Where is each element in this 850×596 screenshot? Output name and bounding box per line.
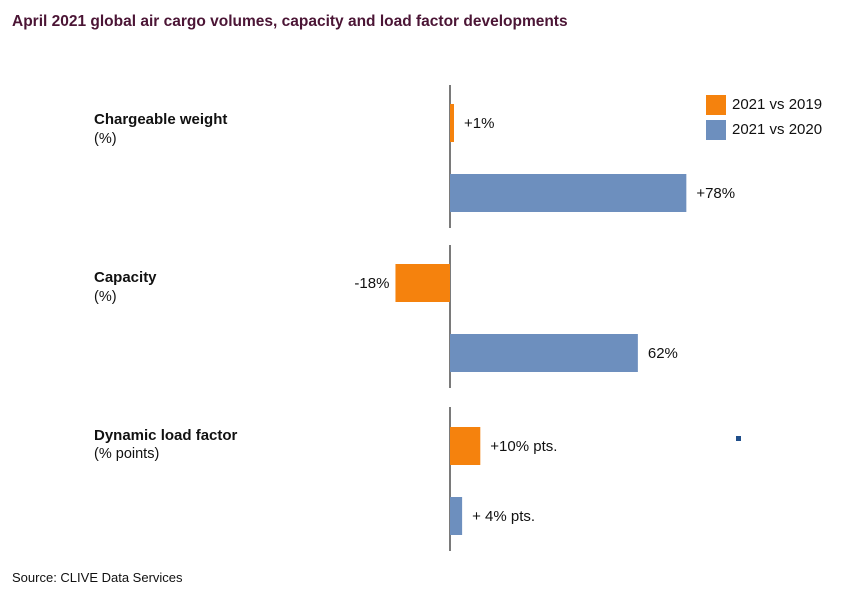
group-title-dynamic-load-factor: Dynamic load factor xyxy=(94,427,238,444)
group-unit-capacity: (%) xyxy=(94,289,117,305)
data-label-chargeable-weight-2021-vs-2020: +78% xyxy=(696,185,735,202)
bar-dynamic-load-factor-2021-vs-2020 xyxy=(450,497,463,535)
bar-capacity-2021-vs-2019 xyxy=(395,264,450,302)
data-label-capacity-2021-vs-2020: 62% xyxy=(648,345,678,362)
legend-label-2021-vs-2019: 2021 vs 2019 xyxy=(732,96,823,113)
bar-chargeable-weight-2021-vs-2019 xyxy=(450,104,454,142)
legend-swatch-2021-vs-2020 xyxy=(706,120,726,140)
legend-swatch-2021-vs-2019 xyxy=(706,95,726,115)
marker-dot xyxy=(736,436,741,441)
data-label-dynamic-load-factor-2021-vs-2019: +10% pts. xyxy=(490,438,557,455)
data-label-chargeable-weight-2021-vs-2019: +1% xyxy=(464,115,494,132)
bar-capacity-2021-vs-2020 xyxy=(450,334,638,372)
group-unit-dynamic-load-factor: (% points) xyxy=(94,446,160,462)
bar-dynamic-load-factor-2021-vs-2019 xyxy=(450,427,481,465)
bar-chargeable-weight-2021-vs-2020 xyxy=(450,174,687,212)
source-note: Source: CLIVE Data Services xyxy=(12,570,183,585)
data-label-dynamic-load-factor-2021-vs-2020: + 4% pts. xyxy=(472,508,535,525)
group-unit-chargeable-weight: (%) xyxy=(94,131,117,147)
chart-title: April 2021 global air cargo volumes, cap… xyxy=(12,13,568,30)
group-title-chargeable-weight: Chargeable weight xyxy=(94,111,228,128)
legend-label-2021-vs-2020: 2021 vs 2020 xyxy=(732,121,823,138)
data-label-capacity-2021-vs-2019: -18% xyxy=(354,275,389,292)
group-title-capacity: Capacity xyxy=(94,269,157,286)
